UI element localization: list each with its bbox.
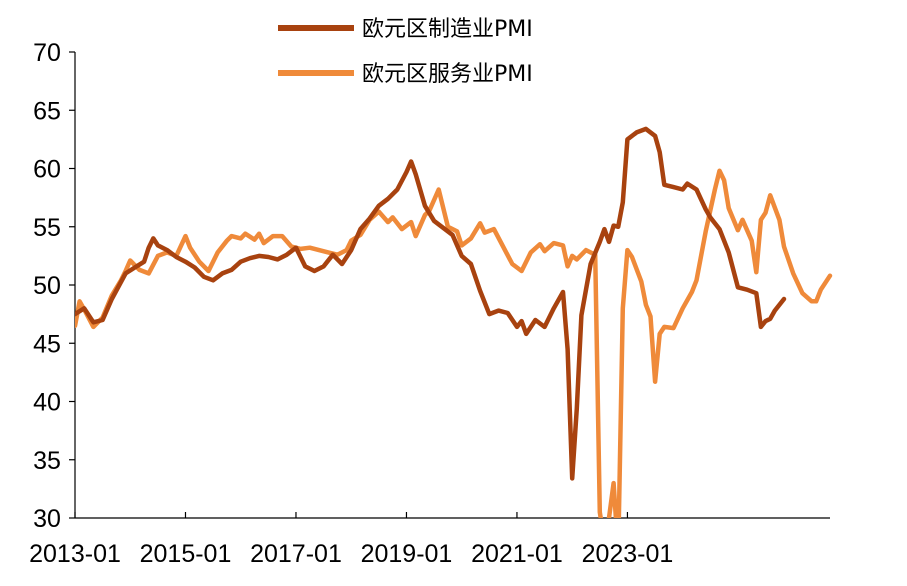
series-line-1 xyxy=(75,126,787,481)
legend: 欧元区制造业PMI 欧元区服务业PMI xyxy=(278,17,533,87)
y-tick-label: 45 xyxy=(33,330,61,358)
legend-label-1: 欧元区制造业PMI xyxy=(362,17,533,42)
x-tick-label: 2023-01 xyxy=(582,540,674,568)
x-tick-label: 2015-01 xyxy=(140,540,232,568)
x-tick-label: 2017-01 xyxy=(250,540,342,568)
y-tick-label: 70 xyxy=(33,39,61,67)
x-tick-label: 2021-01 xyxy=(471,540,563,568)
series-line-2 xyxy=(75,168,833,518)
y-tick-label: 60 xyxy=(33,156,61,184)
x-tick-label: 2013-01 xyxy=(29,540,121,568)
y-tick-label: 35 xyxy=(33,447,61,475)
x-tick-label: 2019-01 xyxy=(361,540,453,568)
legend-label-2: 欧元区服务业PMI xyxy=(362,62,533,87)
y-tick-label: 55 xyxy=(33,214,61,242)
y-tick-label: 65 xyxy=(33,97,61,125)
y-tick-label: 50 xyxy=(33,272,61,300)
y-axis: 30 35 40 45 50 55 60 65 70 xyxy=(33,39,76,533)
y-tick-label: 30 xyxy=(33,505,61,533)
series-lines xyxy=(75,126,833,518)
x-axis: 2013-01 2015-01 2017-01 2019-01 2021-01 2023-… xyxy=(29,512,830,568)
y-tick-label: 40 xyxy=(33,389,61,417)
